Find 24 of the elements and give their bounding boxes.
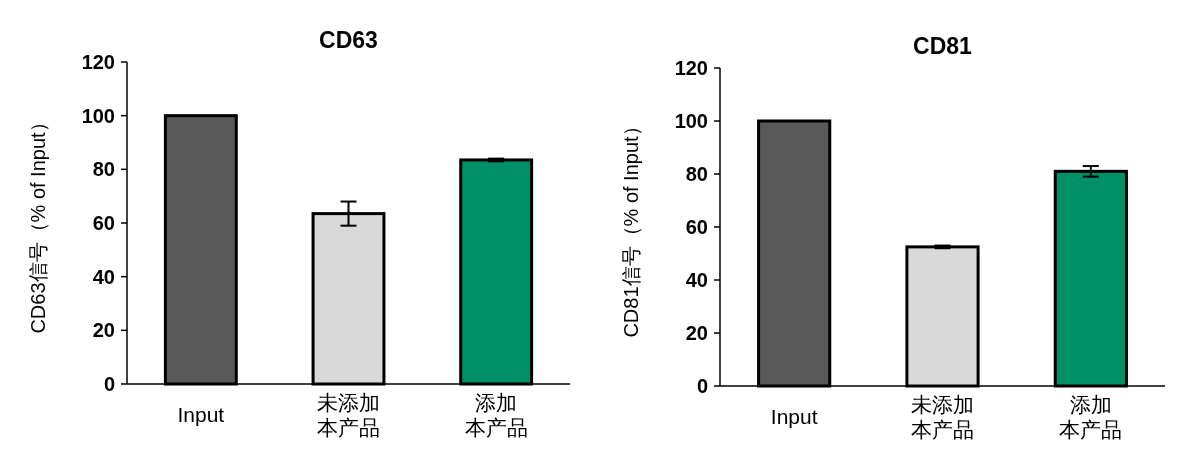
x-tick-label: 未添加本产品	[911, 393, 974, 441]
y-tick-label: 40	[92, 265, 115, 288]
y-tick-label: 100	[81, 104, 115, 127]
chart-title: CD81	[913, 33, 973, 59]
y-tick-label: 80	[92, 158, 115, 181]
y-tick-label: 0	[103, 373, 115, 395]
chart-title: CD63	[319, 27, 378, 53]
y-tick-label: 0	[696, 375, 708, 397]
y-tick-label: 80	[685, 163, 708, 185]
x-tick-label: 添加本产品	[464, 391, 528, 439]
x-tick-label: Input	[770, 405, 818, 428]
y-tick-label: 20	[92, 319, 115, 342]
y-tick-label: 100	[674, 110, 708, 132]
y-tick-label: 40	[685, 269, 708, 291]
x-tick-label: 添加本产品	[1059, 393, 1123, 441]
y-tick-label: 20	[685, 322, 708, 344]
y-axis-title: CD63信号（% of Input）	[27, 112, 49, 334]
y-axis-title: CD81信号（% of Input）	[620, 116, 642, 338]
y-tick-label: 120	[674, 57, 708, 79]
x-tick-label: 未添加本产品	[317, 391, 380, 439]
y-tick-label: 60	[685, 216, 708, 238]
x-tick-label: Input	[177, 403, 225, 426]
y-tick-label: 60	[92, 212, 115, 234]
y-tick-label: 120	[81, 51, 115, 73]
